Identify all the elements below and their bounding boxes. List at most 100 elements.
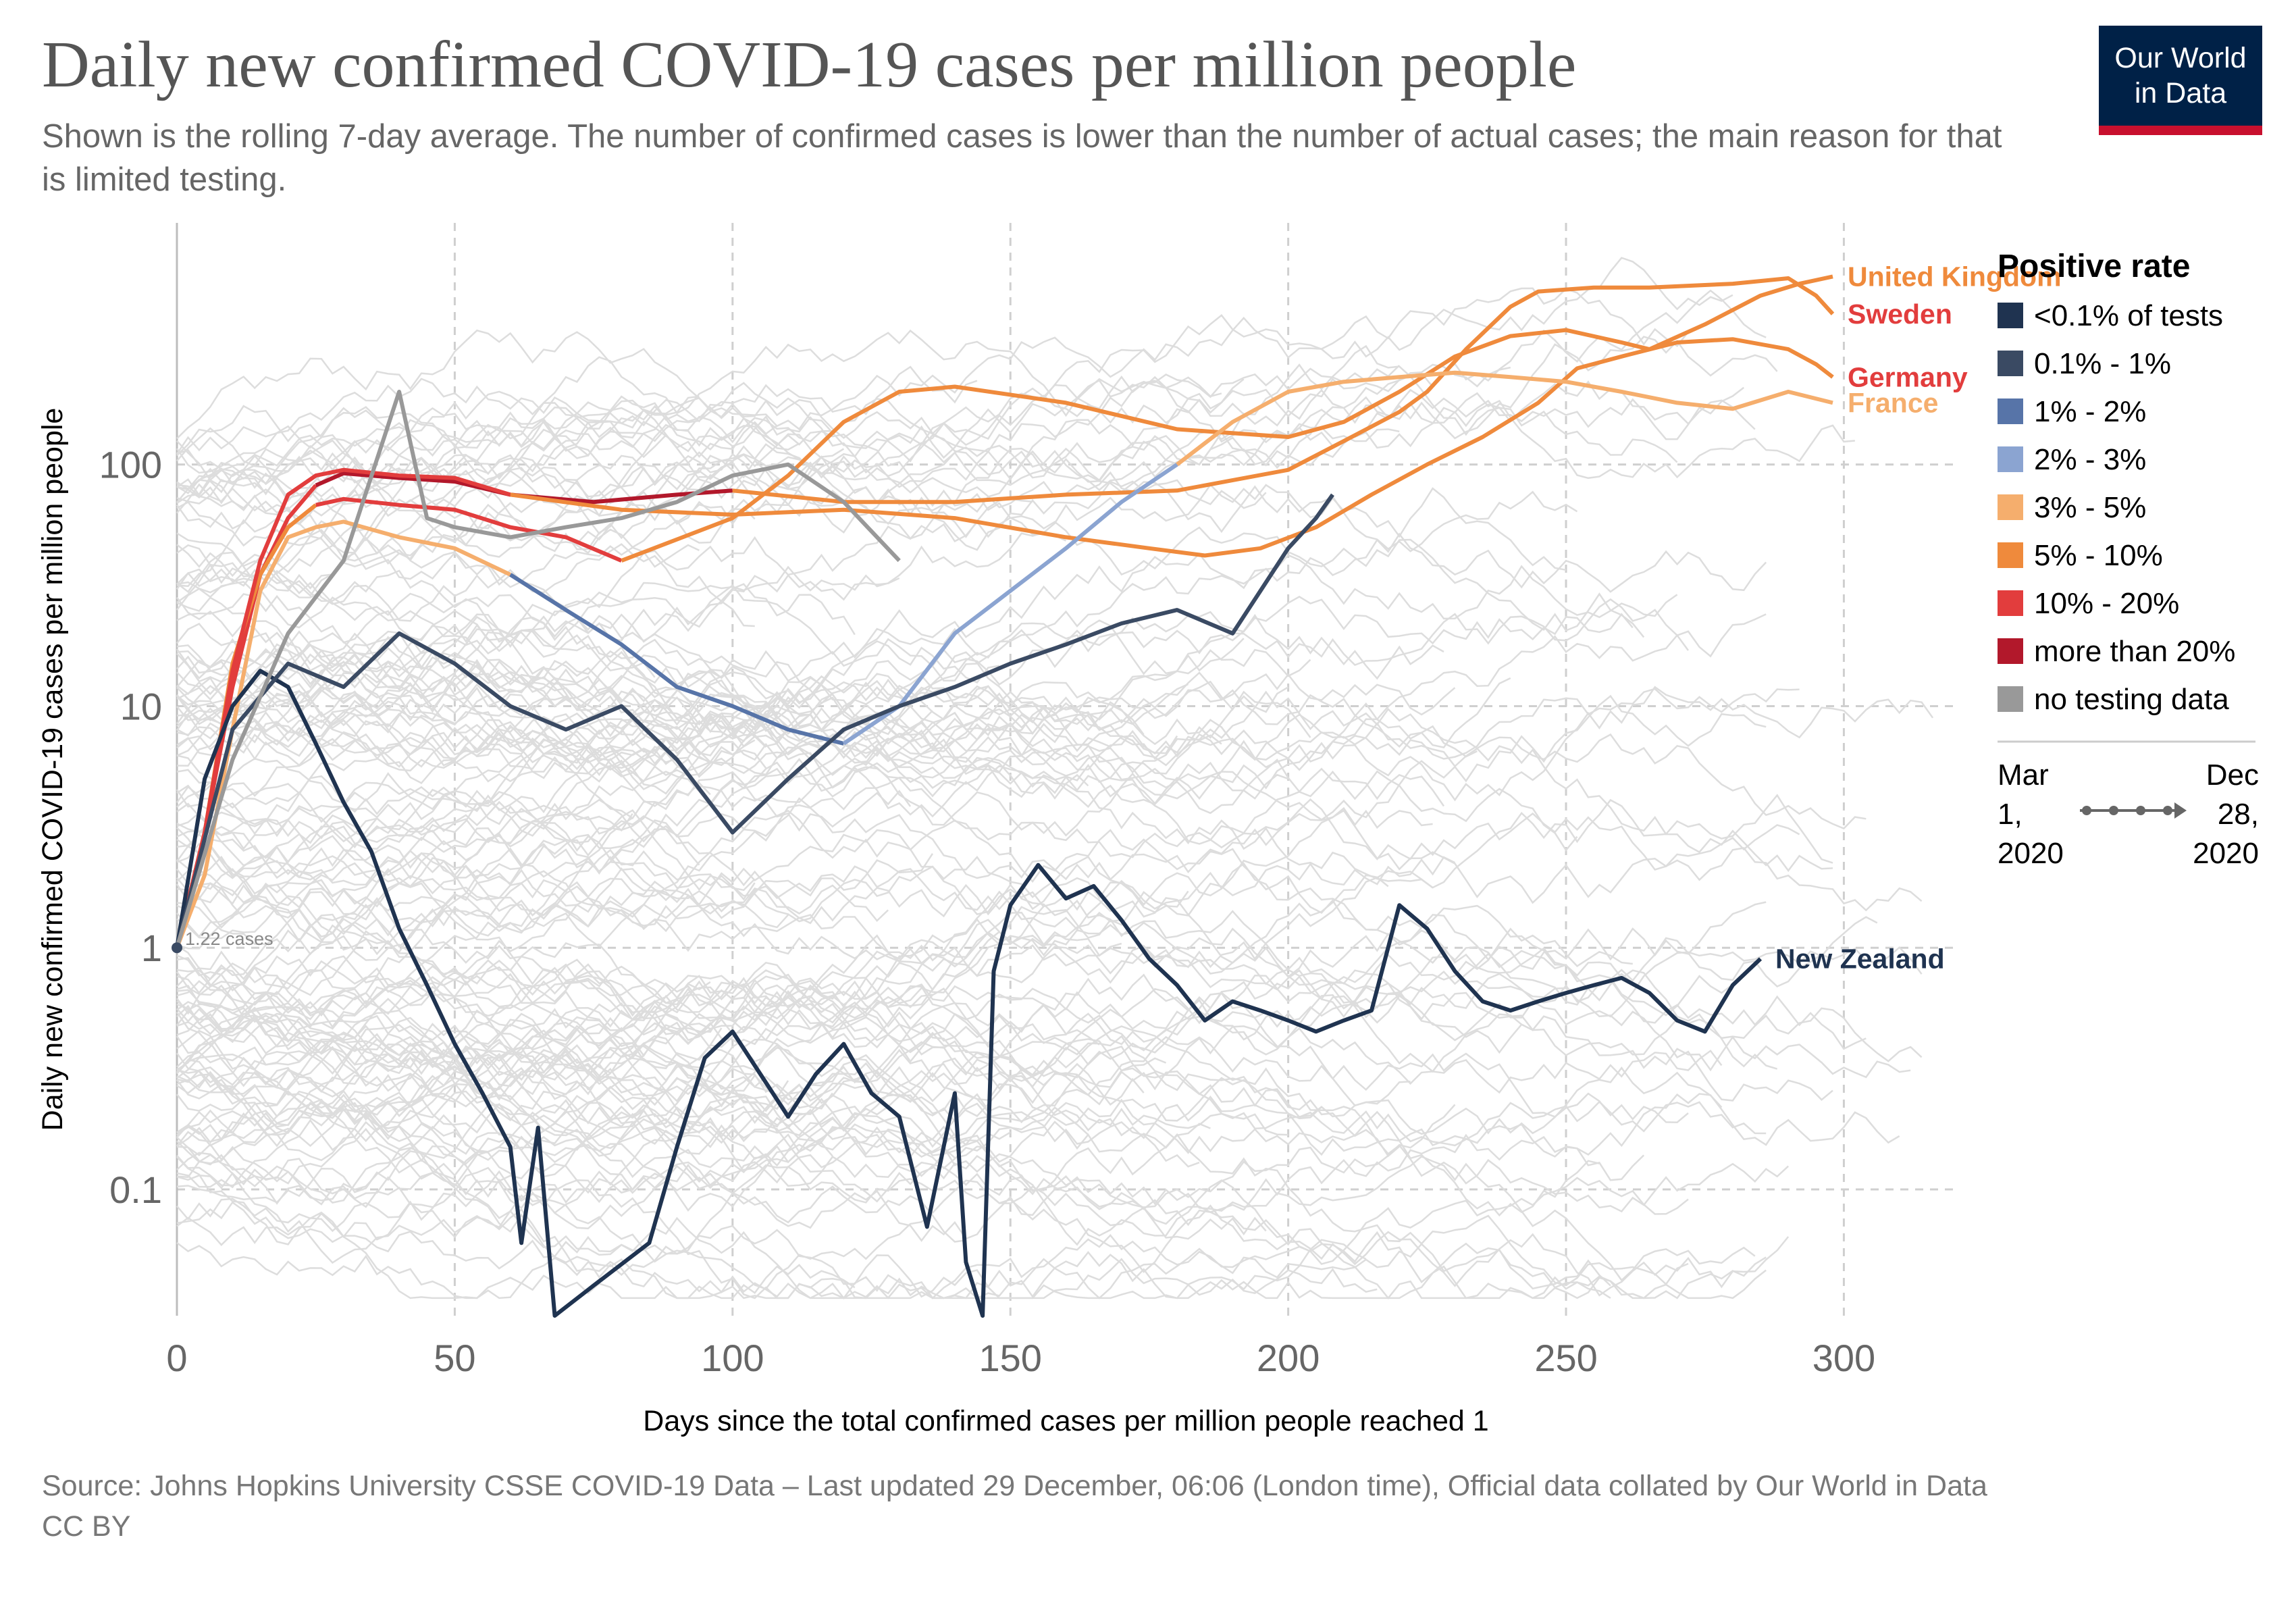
series-line-segment — [175, 467, 511, 948]
source-note: Source: Johns Hopkins University CSSE CO… — [42, 1470, 1987, 1502]
series-label: Germany — [1848, 361, 1968, 392]
background-line — [176, 807, 756, 892]
y-tick-label: 0.1 — [109, 1168, 162, 1211]
legend-item-label: no testing data — [2034, 683, 2229, 716]
series-line-segment — [175, 669, 1763, 1318]
background-line — [176, 287, 1689, 457]
background-line — [176, 619, 1311, 809]
legend-item-label: 5% - 10% — [2034, 539, 2163, 572]
background-line — [176, 392, 1856, 540]
background-line — [176, 1069, 1756, 1282]
y-tick-label: 10 — [120, 685, 162, 727]
background-line — [176, 1104, 956, 1205]
background-line — [176, 544, 700, 622]
background-line — [176, 1027, 1211, 1163]
background-line — [176, 1089, 1790, 1297]
legend-swatch — [1998, 494, 2023, 520]
logo-line-2: in Data — [2134, 77, 2227, 109]
background-line — [176, 376, 1756, 555]
x-tick-label: 100 — [701, 1337, 764, 1379]
background-line — [176, 657, 1289, 800]
background-line — [176, 1045, 1900, 1225]
x-tick-label: 0 — [166, 1337, 187, 1379]
background-line — [176, 640, 1000, 827]
timeline-end-label: 2020 — [2193, 837, 2259, 870]
start-point — [172, 942, 182, 954]
timeline-start-label: 2020 — [1998, 837, 2064, 870]
series-label: United Kingdom — [1848, 261, 2062, 292]
series-line-segment — [732, 276, 1835, 505]
background-line — [176, 1098, 1267, 1240]
background-line — [176, 1012, 1200, 1168]
legend-item-label: 1% - 2% — [2034, 395, 2146, 428]
timeline-dot — [2136, 806, 2145, 815]
background-line — [176, 804, 1800, 950]
background-line — [176, 650, 1145, 761]
background-country-lines — [176, 257, 1934, 1300]
background-line — [176, 544, 1578, 852]
background-line — [176, 648, 756, 791]
series-label: France — [1848, 387, 1938, 418]
series-label: New Zealand — [1775, 944, 1945, 975]
timeline-end-label: 28, — [2218, 798, 2259, 831]
background-line — [176, 365, 1401, 530]
legend-swatch — [1998, 686, 2023, 712]
license-note: CC BY — [42, 1510, 131, 1543]
background-line — [176, 799, 1045, 915]
x-tick-label: 200 — [1257, 1337, 1320, 1379]
x-tick-label: 300 — [1812, 1337, 1875, 1379]
legend-swatch — [1998, 398, 2023, 424]
chart-title: Daily new confirmed COVID-19 cases per m… — [42, 28, 1577, 101]
background-line — [176, 257, 1733, 588]
background-line — [176, 1004, 1100, 1141]
timeline-dot — [2082, 806, 2091, 815]
background-line — [176, 378, 1245, 611]
background-line — [176, 800, 1434, 983]
background-line — [176, 965, 1790, 1213]
background-line — [176, 862, 833, 1110]
background-line — [176, 1198, 1367, 1300]
legend-title: Positive rate — [1998, 249, 2190, 284]
logo-line-1: Our World — [2114, 42, 2247, 74]
series-line-segment — [315, 496, 623, 563]
background-line — [176, 644, 1478, 776]
legend-item-label: 2% - 3% — [2034, 443, 2146, 476]
background-line — [176, 848, 1189, 994]
owid-logo[interactable]: Our World in Data — [2099, 26, 2262, 135]
background-line — [176, 673, 1867, 830]
background-line — [176, 901, 1767, 1044]
background-line — [176, 598, 1767, 864]
background-line — [176, 967, 1723, 1144]
series-line-segment — [510, 337, 1834, 558]
legend: Positive rate <0.1% of tests 0.1% - 1% 1% -… — [1998, 249, 2259, 870]
background-line — [176, 971, 1089, 1170]
chart-footer: Source: Johns Hopkins University CSSE CO… — [42, 1466, 2243, 1547]
background-line — [176, 651, 1934, 802]
background-line — [176, 1005, 1767, 1147]
background-line — [176, 855, 889, 933]
background-line — [176, 1094, 800, 1204]
x-tick-label: 250 — [1534, 1337, 1597, 1379]
legend-item-label: 10% - 20% — [2034, 587, 2179, 620]
timeline-start-label: Mar — [1998, 758, 2049, 792]
x-axis-title: Days since the total confirmed cases per… — [643, 1405, 1488, 1437]
background-line — [176, 336, 1778, 592]
legend-swatch — [1998, 446, 2023, 472]
legend-swatch — [1998, 542, 2023, 568]
background-line — [176, 662, 1445, 815]
background-line — [176, 977, 1600, 1217]
start-annotation: 1.22 cases — [185, 929, 273, 949]
legend-swatch — [1998, 590, 2023, 616]
background-line — [176, 329, 1400, 482]
background-line — [176, 684, 767, 769]
background-line — [176, 532, 1767, 662]
series-line-segment — [621, 274, 1833, 563]
background-line — [176, 802, 1433, 960]
background-line — [176, 363, 1511, 552]
series-line-segment — [1176, 370, 1833, 467]
y-tick-label: 100 — [99, 444, 162, 486]
background-line — [176, 1152, 1767, 1300]
timeline-dot — [2109, 806, 2118, 815]
background-line — [176, 757, 756, 901]
